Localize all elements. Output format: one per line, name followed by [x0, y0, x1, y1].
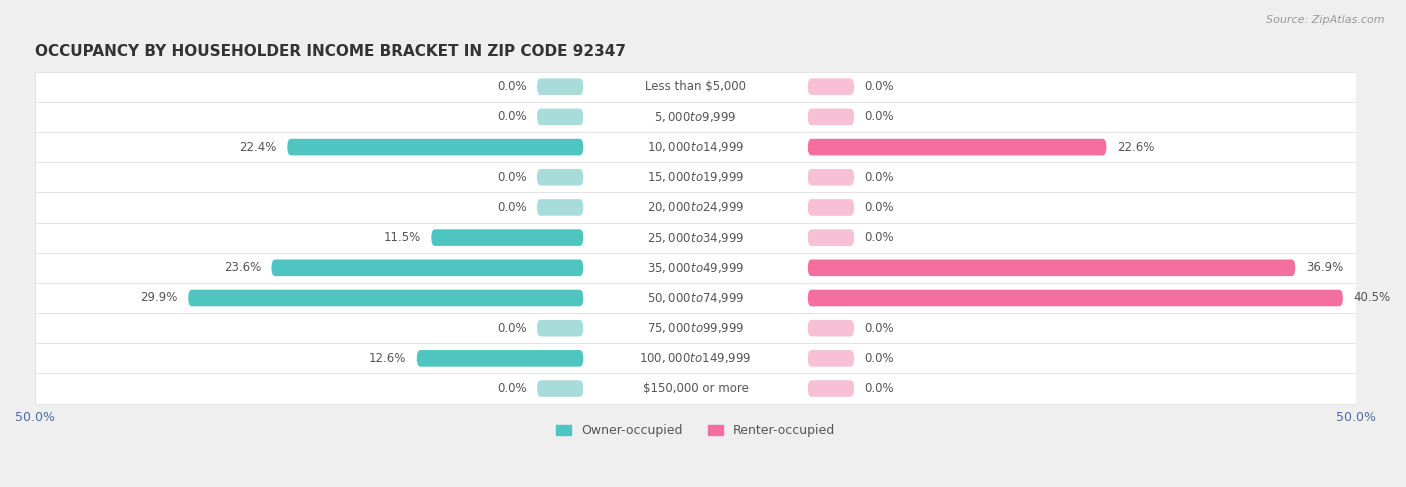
Text: 0.0%: 0.0%	[496, 171, 526, 184]
FancyBboxPatch shape	[808, 380, 853, 397]
FancyBboxPatch shape	[537, 199, 583, 216]
FancyBboxPatch shape	[537, 320, 583, 337]
Text: 0.0%: 0.0%	[865, 171, 894, 184]
FancyBboxPatch shape	[808, 229, 853, 246]
Bar	[35, 253, 1355, 283]
FancyBboxPatch shape	[808, 109, 853, 125]
Text: 0.0%: 0.0%	[496, 80, 526, 93]
Bar	[35, 102, 1355, 132]
FancyBboxPatch shape	[808, 260, 1295, 276]
Bar	[35, 313, 1355, 343]
FancyBboxPatch shape	[287, 139, 583, 155]
Text: 11.5%: 11.5%	[384, 231, 420, 244]
Text: Source: ZipAtlas.com: Source: ZipAtlas.com	[1267, 15, 1385, 25]
Text: $35,000 to $49,999: $35,000 to $49,999	[647, 261, 744, 275]
Text: 22.6%: 22.6%	[1116, 141, 1154, 153]
FancyBboxPatch shape	[537, 78, 583, 95]
FancyBboxPatch shape	[271, 260, 583, 276]
Text: 22.4%: 22.4%	[239, 141, 277, 153]
Text: $20,000 to $24,999: $20,000 to $24,999	[647, 201, 744, 214]
FancyBboxPatch shape	[537, 109, 583, 125]
FancyBboxPatch shape	[537, 169, 583, 186]
Text: 0.0%: 0.0%	[865, 352, 894, 365]
Text: $10,000 to $14,999: $10,000 to $14,999	[647, 140, 744, 154]
FancyBboxPatch shape	[808, 78, 853, 95]
Text: $150,000 or more: $150,000 or more	[643, 382, 748, 395]
Text: 0.0%: 0.0%	[865, 322, 894, 335]
Text: 36.9%: 36.9%	[1306, 262, 1343, 274]
FancyBboxPatch shape	[416, 350, 583, 367]
Bar	[35, 343, 1355, 374]
Text: $75,000 to $99,999: $75,000 to $99,999	[647, 321, 744, 335]
FancyBboxPatch shape	[808, 139, 1107, 155]
Bar	[35, 283, 1355, 313]
Legend: Owner-occupied, Renter-occupied: Owner-occupied, Renter-occupied	[551, 419, 839, 443]
Text: 0.0%: 0.0%	[865, 201, 894, 214]
FancyBboxPatch shape	[808, 320, 853, 337]
Text: $15,000 to $19,999: $15,000 to $19,999	[647, 170, 744, 184]
FancyBboxPatch shape	[808, 350, 853, 367]
Text: 12.6%: 12.6%	[368, 352, 406, 365]
Text: 0.0%: 0.0%	[496, 322, 526, 335]
Text: Less than $5,000: Less than $5,000	[645, 80, 747, 93]
FancyBboxPatch shape	[537, 380, 583, 397]
Text: OCCUPANCY BY HOUSEHOLDER INCOME BRACKET IN ZIP CODE 92347: OCCUPANCY BY HOUSEHOLDER INCOME BRACKET …	[35, 44, 626, 59]
Text: $50,000 to $74,999: $50,000 to $74,999	[647, 291, 744, 305]
Bar	[35, 192, 1355, 223]
Text: 0.0%: 0.0%	[865, 80, 894, 93]
Bar	[35, 162, 1355, 192]
Text: 0.0%: 0.0%	[865, 382, 894, 395]
FancyBboxPatch shape	[432, 229, 583, 246]
Text: $25,000 to $34,999: $25,000 to $34,999	[647, 231, 744, 244]
Text: 40.5%: 40.5%	[1354, 292, 1391, 304]
Bar	[35, 223, 1355, 253]
Bar	[35, 374, 1355, 404]
Text: 0.0%: 0.0%	[496, 201, 526, 214]
Text: 0.0%: 0.0%	[865, 111, 894, 123]
Text: $100,000 to $149,999: $100,000 to $149,999	[640, 351, 752, 365]
Text: 29.9%: 29.9%	[141, 292, 177, 304]
Text: 0.0%: 0.0%	[496, 382, 526, 395]
FancyBboxPatch shape	[188, 290, 583, 306]
Text: 0.0%: 0.0%	[865, 231, 894, 244]
FancyBboxPatch shape	[808, 169, 853, 186]
Text: 23.6%: 23.6%	[224, 262, 262, 274]
FancyBboxPatch shape	[808, 199, 853, 216]
FancyBboxPatch shape	[808, 290, 1343, 306]
Text: 0.0%: 0.0%	[496, 111, 526, 123]
Text: $5,000 to $9,999: $5,000 to $9,999	[654, 110, 737, 124]
Bar	[35, 132, 1355, 162]
Bar	[35, 72, 1355, 102]
